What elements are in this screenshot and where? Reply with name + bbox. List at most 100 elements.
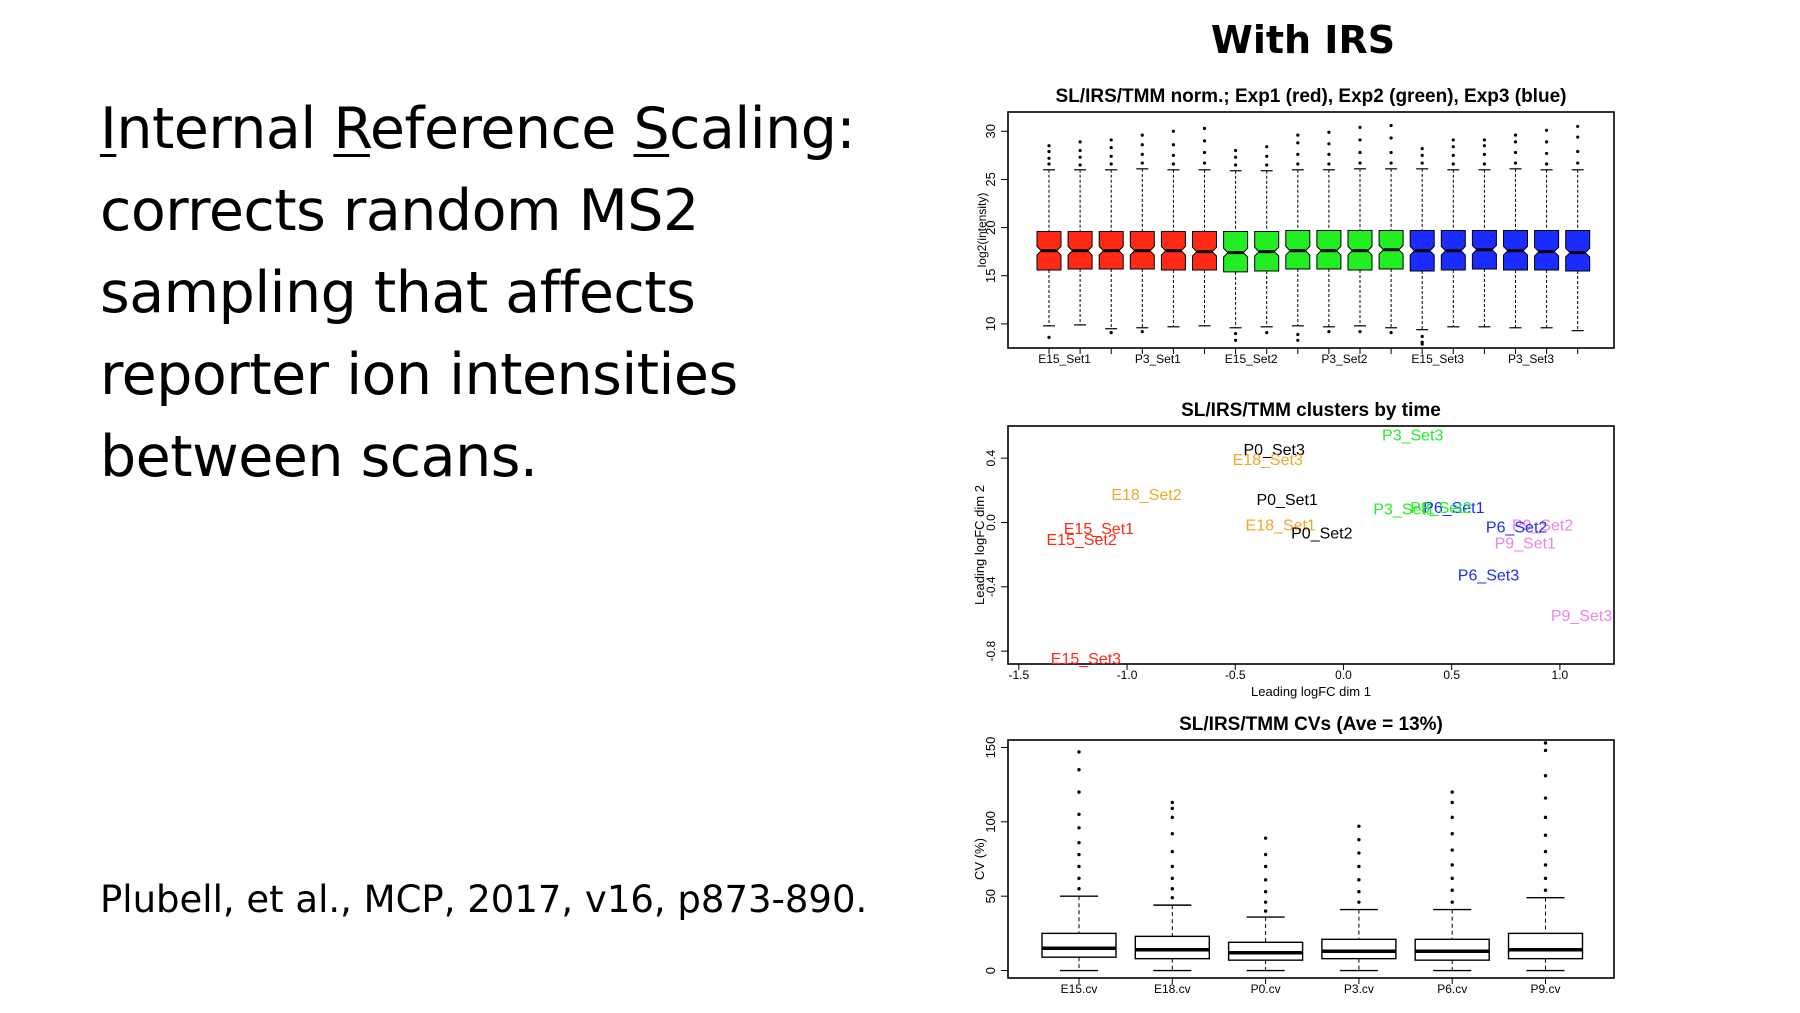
chart3-ytick-label: 0 — [983, 967, 998, 974]
chart3-outlier — [1543, 833, 1548, 837]
chart1-outlier — [1078, 140, 1082, 144]
chart3-outlier — [1543, 863, 1548, 867]
chart1-title: SL/IRS/TMM norm.; Exp1 (red), Exp2 (gree… — [1056, 86, 1567, 107]
citation: Plubell, et al., MCP, 2017, v16, p873-89… — [100, 878, 868, 921]
chart1-outlier — [1513, 150, 1518, 155]
chart2-point-label: E15_Set3 — [1051, 651, 1121, 668]
chart1-outlier — [1545, 128, 1549, 132]
chart1-outlier — [1482, 138, 1486, 142]
chart1-outlier — [1545, 162, 1549, 166]
chart3-ytick-label: 100 — [983, 811, 998, 833]
chart1-outlier — [1576, 135, 1580, 139]
chart3-xtick-label: P3.cv — [1344, 982, 1374, 996]
chart1-outlier — [1389, 136, 1393, 140]
chart3-outlier — [1077, 887, 1081, 891]
chart1-outlier — [1482, 162, 1486, 166]
body-line: sampling that affects — [100, 260, 696, 326]
chart3-outlier — [1263, 852, 1268, 857]
chart1-outlier — [1078, 163, 1082, 167]
chart1-outlier — [1327, 152, 1331, 156]
chart3-outlier — [1263, 890, 1268, 894]
chart2-point-label: P0_Set3 — [1244, 442, 1305, 459]
chart2-ytick-label: 0.4 — [984, 449, 998, 466]
chart3-outlier — [1450, 876, 1454, 881]
chart1-outlier — [1327, 330, 1331, 334]
chart1-outlier — [1451, 145, 1455, 149]
chart3-outlier — [1450, 832, 1454, 836]
chart1-outlier — [1420, 147, 1424, 151]
chart3-outlier — [1543, 876, 1548, 881]
chart1-outlier — [1140, 152, 1144, 156]
chart3-outlier — [1357, 824, 1361, 828]
chart1-outlier — [1202, 126, 1207, 130]
chart1-outlier — [1234, 331, 1238, 336]
heading-word-reference: eference — [369, 96, 634, 162]
chart3-outlier — [1077, 876, 1081, 881]
chart1-outlier — [1202, 161, 1207, 165]
chart1-outlier — [1545, 140, 1549, 144]
chart1-xtick-label: P3_Set1 — [1135, 352, 1181, 366]
chart1-outlier — [1513, 140, 1518, 144]
chart3-outlier — [1170, 806, 1175, 811]
chart3-outlier — [1170, 800, 1175, 805]
chart1-outlier — [1389, 161, 1393, 165]
chart1-outlier — [1358, 330, 1362, 334]
chart3-outlier — [1450, 790, 1454, 794]
chart1-outlier — [1047, 156, 1051, 160]
chart3-outlier — [1543, 748, 1548, 753]
chart1-outlier — [1389, 123, 1393, 128]
chart3-outlier — [1357, 851, 1361, 855]
chart3-ytick-label: 50 — [983, 889, 998, 903]
chart1-outlier — [1234, 155, 1238, 159]
chart2-xtick-label: 1.0 — [1552, 668, 1569, 682]
chart1-outlier — [1140, 133, 1144, 137]
chart3-outlier — [1170, 815, 1175, 820]
chart3-outlier — [1170, 832, 1175, 836]
chart3-outlier — [1263, 864, 1268, 869]
chart1-outlier — [1047, 162, 1051, 166]
chart1-box — [1565, 229, 1591, 272]
chart1-plot-frame — [1007, 111, 1615, 349]
chart1-xtick-label: E15_Set3 — [1411, 352, 1464, 366]
chart1-outlier — [1234, 148, 1238, 153]
chart1-outlier — [1109, 146, 1113, 150]
chart1-ytick-label: 30 — [983, 124, 998, 138]
chart3-outlier — [1263, 909, 1268, 913]
chart1-outlier — [1234, 163, 1238, 167]
chart3-outlier — [1543, 796, 1548, 800]
chart1-outlier — [1327, 162, 1331, 166]
chart1-outlier — [1420, 153, 1424, 157]
chart1-outlier — [1482, 144, 1486, 148]
chart3-xtick-label: E15.cv — [1061, 982, 1098, 996]
chart2-point-label: E18_Set2 — [1111, 487, 1181, 504]
chart2-ytick-label: 0.0 — [984, 514, 998, 531]
chart1-outlier — [1576, 149, 1580, 154]
chart1-ylabel: log2(intensity) — [975, 193, 989, 268]
chart1-outlier — [1109, 162, 1113, 166]
chart3-outlier — [1543, 774, 1548, 778]
chart2-point-label: P6_Set3 — [1458, 568, 1519, 585]
chart1-outlier — [1265, 154, 1269, 158]
chart1-outlier — [1358, 125, 1362, 130]
chart2-point-label: P3_Set1 — [1373, 502, 1434, 519]
chart2-point-label: E15_Set1 — [1064, 521, 1134, 538]
chart3-outlier — [1543, 888, 1548, 892]
chart3-outlier — [1543, 741, 1548, 745]
chart1-outlier — [1047, 149, 1051, 154]
chart2-xtick-label: -1.5 — [1008, 668, 1029, 682]
chart3-outlier — [1450, 900, 1454, 904]
chart3-outlier — [1170, 876, 1175, 881]
chart1-outlier — [1047, 144, 1051, 148]
chart1-outlier — [1358, 138, 1362, 142]
chart1-outlier — [1140, 330, 1144, 334]
underlined-letter-i: I — [100, 96, 117, 162]
chart3-outlier — [1357, 864, 1361, 869]
chart3-outlier — [1357, 837, 1361, 842]
chart3-xtick-label: E18.cv — [1154, 982, 1191, 996]
chart1-outlier — [1234, 338, 1238, 342]
chart1-outlier — [1327, 130, 1331, 134]
chart3-outlier — [1263, 900, 1268, 904]
chart1-xtick-label: E15_Set1 — [1038, 352, 1091, 366]
chart3-outlier — [1263, 836, 1268, 840]
